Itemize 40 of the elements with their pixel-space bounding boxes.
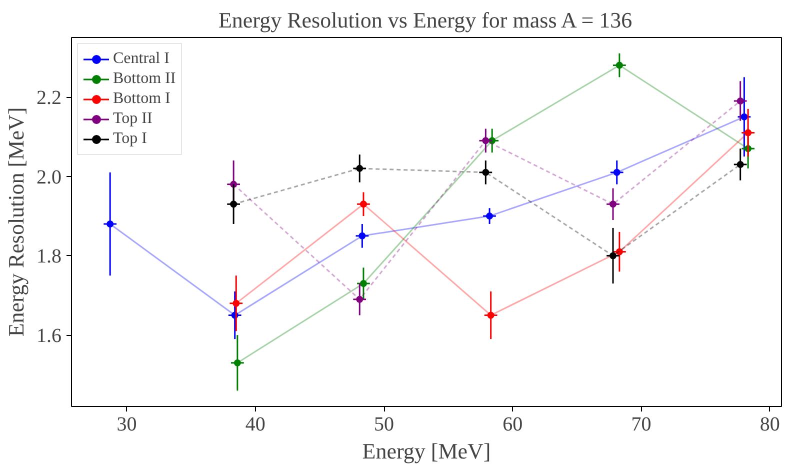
point — [234, 359, 241, 366]
point — [610, 252, 617, 260]
point — [736, 160, 744, 168]
legend-label: Top I — [113, 130, 147, 148]
x-tick-label: 80 — [760, 414, 780, 436]
point — [106, 220, 114, 228]
point — [616, 62, 623, 69]
x-tick-label: 70 — [631, 414, 652, 436]
point — [616, 248, 623, 256]
point — [482, 137, 490, 144]
point — [744, 129, 752, 136]
point — [360, 200, 367, 208]
point — [360, 280, 367, 287]
point — [230, 200, 238, 208]
y-tick-label: 1.6 — [36, 325, 62, 348]
y-axis-title: Energy Resolution [MeV] — [4, 107, 28, 337]
legend-label: Central I — [113, 50, 170, 68]
point — [356, 296, 364, 303]
chart-title: Energy Resolution vs Energy for mass A = 136 — [218, 8, 632, 32]
legend-label: Top II — [113, 110, 152, 128]
point — [736, 97, 744, 104]
point — [740, 113, 748, 120]
y-tick-label: 2.0 — [36, 166, 62, 188]
point — [610, 200, 617, 208]
point — [482, 168, 490, 176]
legend-label: Bottom II — [113, 70, 176, 88]
x-axis-title: Energy [MeV] — [362, 438, 491, 464]
point — [356, 164, 364, 172]
y-tick-label: 2.2 — [36, 87, 62, 110]
x-tick-label: 50 — [374, 414, 394, 436]
x-tick-label: 60 — [502, 414, 523, 436]
legend-label: Bottom I — [113, 90, 170, 108]
x-tick-label: 40 — [245, 414, 266, 436]
y-tick-label: 1.8 — [36, 246, 62, 268]
point — [613, 168, 620, 176]
point — [232, 300, 240, 307]
x-tick-label: 30 — [116, 414, 137, 436]
point — [486, 212, 494, 220]
point — [358, 232, 366, 240]
point — [487, 312, 494, 319]
